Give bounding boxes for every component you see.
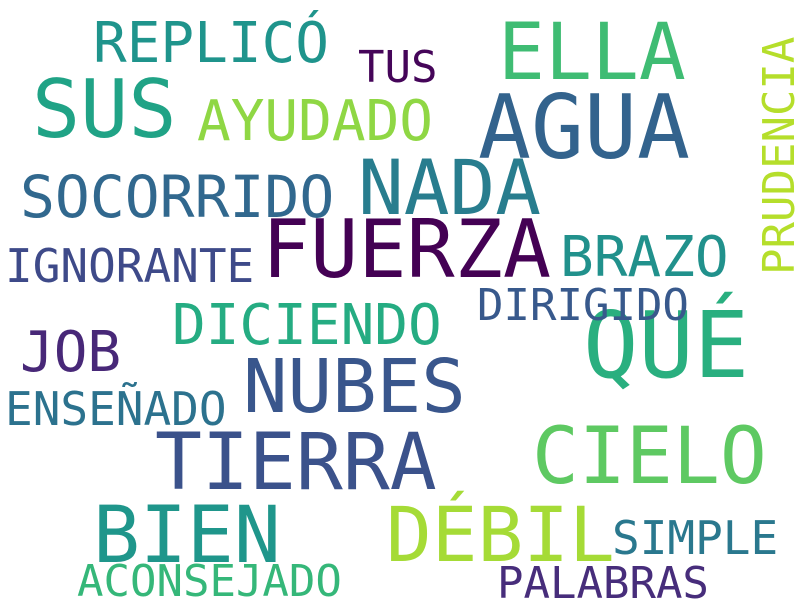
word-job: JOB [20,320,122,385]
word-palabras: PALABRAS [497,558,709,609]
word-tus: TUS [358,42,438,93]
word-ella: ELLA [498,8,686,98]
word-sus: SUS [32,63,177,156]
word-tierra: TIERRA [155,418,437,508]
word-socorrido: SOCORRIDO [20,163,335,231]
word-cielo: CIELO [532,412,767,502]
word-ignorante: IGNORANTE [5,239,255,293]
word-diciendo: DICIENDO [172,293,442,358]
word-aconsejado: ACONSEJADO [77,556,342,607]
word-agua: AGUA [478,76,690,179]
word-ensenado: ENSEÑADO [5,382,227,436]
word-replico: REPLICÓ [93,11,330,76]
word-bien: BIEN [93,491,281,581]
word-nubes: NUBES [243,344,466,430]
word-dirigido: DIRIGIDO [477,280,689,331]
word-fuerza: FUERZA [262,203,551,296]
word-nada: NADA [358,143,542,232]
word-simple: SIMPLE [612,511,779,565]
word-que: QUÉ [583,292,750,399]
word-prudencia: PRUDENCIA [754,36,800,275]
word-debil: DÉBIL [386,490,615,579]
word-brazo: BRAZO [560,225,729,290]
word-ayudado: AYUDADO [197,89,434,154]
